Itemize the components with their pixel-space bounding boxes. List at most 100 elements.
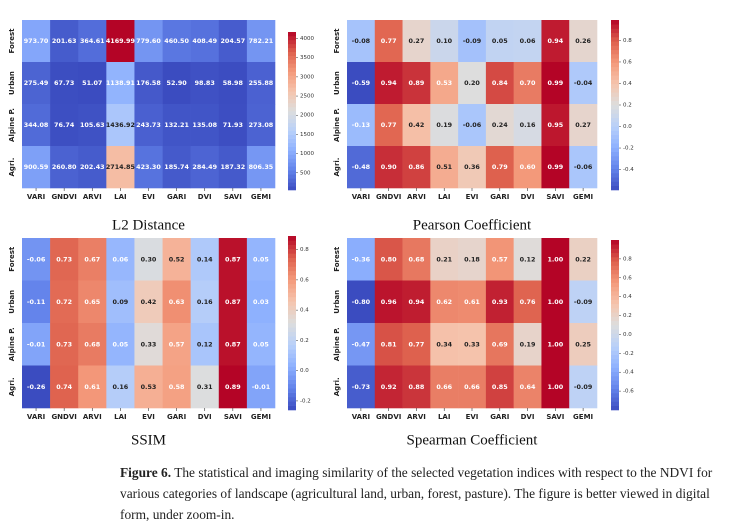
column-label: ARVI	[83, 413, 102, 421]
colorbar-segment	[611, 333, 619, 339]
colorbar-segment	[611, 185, 619, 191]
cell-label: 1138.91	[106, 79, 135, 87]
cell-label: 0.64	[520, 383, 536, 391]
cell-label: 58.98	[223, 79, 244, 87]
cell-label: 0.85	[492, 383, 508, 391]
colorbar-segment	[288, 122, 296, 128]
colorbar-label: 2000	[300, 113, 314, 119]
cell-label: 0.34	[436, 340, 452, 348]
colorbar-segment	[611, 401, 619, 407]
heatmap-cell	[347, 104, 376, 147]
cell-label: 1436.92	[106, 121, 135, 129]
column-label: VARI	[352, 413, 370, 421]
colorbar-segment	[611, 376, 619, 381]
heatmap-cell	[485, 146, 514, 189]
colorbar-segment	[288, 270, 296, 276]
colorbar-segment	[288, 103, 296, 108]
colorbar-segment	[288, 292, 296, 298]
heatmap-cell	[190, 104, 220, 147]
heatmap-cell	[22, 62, 51, 105]
heatmap-cell	[78, 20, 107, 63]
cell-label: 98.83	[195, 79, 215, 87]
colorbar-segment	[288, 55, 296, 60]
colorbar-segment	[288, 99, 296, 104]
cell-label: 132.21	[164, 121, 189, 129]
column-label: EVI	[466, 193, 479, 201]
cell-label: 1.00	[547, 255, 563, 263]
colorbar-label: 0.4	[623, 81, 632, 87]
cell-label: -0.09	[463, 37, 482, 45]
heatmap-cell	[374, 146, 403, 189]
colorbar-segment	[611, 346, 619, 351]
colorbar-segment	[611, 244, 619, 249]
colorbar-segment	[288, 47, 296, 53]
colorbar-segment	[611, 295, 619, 300]
colorbar-segment	[288, 405, 296, 411]
cell-label: 0.58	[169, 383, 185, 391]
heatmap-cell	[402, 104, 431, 147]
colorbar-segment	[288, 327, 296, 332]
heatmap-cell	[541, 323, 570, 366]
colorbar-segment	[288, 154, 296, 159]
heatmap-cell	[402, 20, 431, 63]
heatmap-cell	[569, 104, 598, 147]
colorbar-label: 0.0	[623, 332, 632, 338]
cell-label: -0.08	[352, 37, 371, 45]
heatmap-cell	[569, 323, 598, 366]
heatmap-cell	[485, 323, 514, 366]
column-label: GNDVI	[376, 413, 401, 421]
cell-label: 202.43	[80, 163, 105, 171]
colorbar-label: -0.2	[623, 351, 634, 357]
heatmap-cell	[569, 238, 598, 281]
chart-title: Spearman Coefficient	[407, 432, 539, 448]
cell-label: 0.69	[492, 340, 508, 348]
colorbar-segment	[611, 96, 619, 102]
cell-label: 0.03	[253, 298, 269, 306]
colorbar-segment	[288, 401, 296, 406]
heatmap-cell	[513, 104, 542, 147]
column-label: GNDVI	[51, 413, 76, 421]
colorbar-segment	[611, 24, 619, 29]
colorbar-segment	[288, 43, 296, 49]
cell-label: 284.49	[192, 163, 217, 171]
heatmap-cell	[402, 146, 431, 189]
heatmap-cell	[162, 62, 191, 105]
colorbar-segment	[288, 288, 296, 293]
cell-label: -0.06	[27, 255, 46, 263]
colorbar-segment	[611, 329, 619, 334]
heatmap-cell	[347, 323, 376, 366]
heatmap-cell	[513, 323, 542, 366]
heatmap-cell	[485, 62, 514, 105]
heatmap-cell	[430, 20, 459, 63]
colorbar-segment	[288, 275, 296, 280]
colorbar-segment	[288, 146, 296, 151]
colorbar-segment	[611, 88, 619, 93]
row-label: Forest	[8, 246, 16, 272]
heatmap-cell	[246, 280, 276, 324]
cell-label: 0.30	[141, 255, 157, 263]
colorbar-segment	[611, 156, 619, 161]
cell-label: 0.94	[381, 79, 397, 87]
heatmap-cell	[106, 323, 135, 366]
colorbar-segment	[288, 126, 296, 132]
colorbar-segment	[611, 350, 619, 356]
cell-label: 0.26	[575, 37, 591, 45]
heatmap-cell	[134, 146, 163, 189]
colorbar-segment	[611, 117, 619, 123]
colorbar-segment	[288, 296, 296, 302]
cell-label: 0.53	[436, 79, 452, 87]
heatmap-cell	[402, 365, 431, 409]
colorbar-segment	[611, 308, 619, 313]
colorbar-segment	[611, 173, 619, 178]
heatmap-cell	[485, 20, 514, 63]
cell-label: -0.36	[352, 255, 371, 263]
cell-label: 0.76	[520, 298, 536, 306]
heatmap-cell	[190, 20, 220, 63]
heatmap-cell	[50, 365, 79, 409]
column-label: LAI	[438, 413, 450, 421]
colorbar-segment	[288, 51, 296, 56]
cell-label: 0.27	[409, 37, 425, 45]
colorbar-segment	[288, 111, 296, 116]
cell-label: 0.74	[56, 383, 72, 391]
column-label: GARI	[490, 413, 509, 421]
